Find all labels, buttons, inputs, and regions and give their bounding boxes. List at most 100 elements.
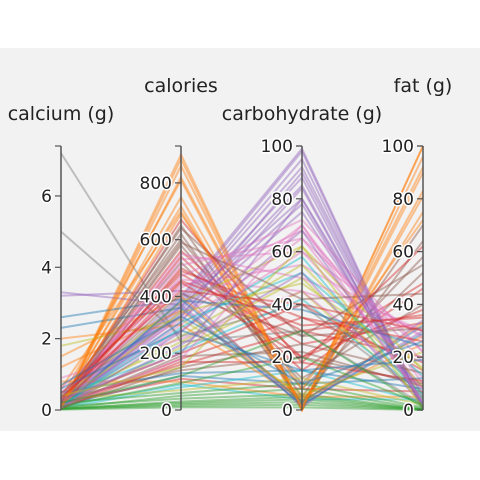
- record-line-83: [60, 218, 424, 407]
- record-line-53: [60, 295, 424, 404]
- record-line-3: [60, 190, 424, 413]
- record-line-93: [60, 356, 424, 408]
- axis-title[interactable]: fat (g): [394, 75, 453, 97]
- record-line-44: [60, 382, 424, 409]
- record-line-38: [60, 374, 424, 407]
- record-line-58: [60, 298, 424, 404]
- tick-label: 20: [271, 348, 293, 368]
- tick-label: 80: [392, 190, 414, 210]
- record-line-65: [60, 245, 424, 401]
- record-line-26: [60, 223, 424, 397]
- record-line-43: [60, 377, 424, 406]
- record-line-80: [60, 271, 424, 408]
- record-line-77: [60, 282, 424, 406]
- tick-label: 40: [392, 295, 414, 315]
- record-line-22: [60, 183, 424, 410]
- record-line-70: [60, 252, 424, 406]
- tick-label: 40: [271, 295, 293, 315]
- record-line-94: [60, 329, 424, 390]
- record-line-75: [60, 292, 424, 404]
- record-line-60: [60, 318, 424, 396]
- axis-title[interactable]: calories: [144, 75, 218, 97]
- record-line-69: [60, 360, 424, 410]
- record-line-86: [60, 156, 424, 411]
- axis-title[interactable]: carbohydrate (g): [222, 103, 382, 125]
- record-line-88: [60, 170, 424, 406]
- record-line-36: [60, 356, 424, 401]
- record-line-89: [60, 186, 424, 408]
- record-line-71: [60, 250, 424, 404]
- record-line-54: [60, 323, 424, 401]
- record-line-29: [60, 263, 424, 406]
- record-line-9: [60, 243, 424, 407]
- record-line-72: [60, 237, 424, 400]
- record-line-67: [60, 297, 424, 397]
- record-line-41: [60, 383, 423, 408]
- record-line-85: [60, 166, 424, 410]
- record-line-40: [60, 380, 423, 398]
- record-line-79: [60, 229, 424, 410]
- record-line-42: [60, 369, 424, 410]
- tick-label: 400: [140, 287, 172, 307]
- record-line-31: [60, 290, 424, 407]
- record-line-39: [60, 377, 424, 404]
- record-line-21: [60, 175, 424, 408]
- record-line-30: [60, 276, 424, 401]
- tick-label: 6: [41, 187, 52, 207]
- record-line-20: [60, 165, 424, 408]
- record-line-50: [60, 403, 424, 411]
- record-line-52: [60, 309, 424, 398]
- tick-label: 800: [140, 174, 172, 194]
- record-line-62: [60, 230, 424, 398]
- record-line-92: [60, 329, 424, 409]
- record-line-33: [60, 316, 424, 408]
- record-line-73: [60, 269, 424, 402]
- record-line-35: [60, 342, 424, 410]
- record-line-84: [60, 212, 424, 409]
- tick-label: 0: [161, 401, 172, 421]
- tick-label: 100: [261, 137, 293, 157]
- tick-label: 60: [392, 243, 414, 263]
- record-line-49: [60, 401, 424, 411]
- record-line-46: [60, 393, 424, 411]
- record-line-1: [60, 145, 424, 413]
- record-line-17: [60, 146, 424, 410]
- record-line-25: [60, 210, 424, 409]
- tick-label: 100: [382, 137, 414, 157]
- record-line-5: [60, 209, 424, 407]
- record-line-55: [60, 290, 424, 390]
- record-line-96: [60, 289, 424, 399]
- tick-label: 0: [403, 401, 414, 421]
- tick-label: 2: [41, 330, 52, 350]
- record-line-56: [60, 291, 424, 406]
- record-line-8: [60, 238, 424, 400]
- record-line-27: [60, 237, 424, 408]
- record-line-4: [60, 195, 424, 412]
- record-line-87: [60, 197, 424, 408]
- tick-label: 0: [41, 401, 52, 421]
- record-line-7: [60, 232, 424, 407]
- record-line-47: [60, 395, 424, 411]
- axis-0[interactable]: 0 2 4 6 calcium (g): [8, 103, 115, 423]
- record-line-91: [60, 244, 424, 409]
- record-line-45: [60, 387, 424, 410]
- record-line-0: [60, 145, 424, 413]
- record-line-68: [60, 350, 424, 408]
- record-line-59: [60, 306, 424, 406]
- record-line-90: [60, 223, 424, 408]
- record-line-51: [60, 406, 424, 411]
- record-line-10: [60, 249, 424, 406]
- record-line-57: [60, 289, 424, 409]
- record-line-76: [60, 299, 424, 409]
- record-line-12: [60, 260, 424, 404]
- record-line-61: [60, 152, 424, 406]
- axis-1[interactable]: 0 200 400 600 800 calories: [138, 75, 218, 423]
- record-line-19: [60, 157, 424, 409]
- axis-2[interactable]: 0 20 40 60 80 100 carbohydrate (g): [222, 103, 382, 423]
- record-line-82: [60, 226, 424, 404]
- axis-3[interactable]: 0 20 40 60 80 100 fat (g): [380, 75, 453, 423]
- record-line-64: [60, 218, 424, 408]
- axis-title[interactable]: calcium (g): [8, 103, 115, 125]
- record-line-13: [60, 266, 424, 408]
